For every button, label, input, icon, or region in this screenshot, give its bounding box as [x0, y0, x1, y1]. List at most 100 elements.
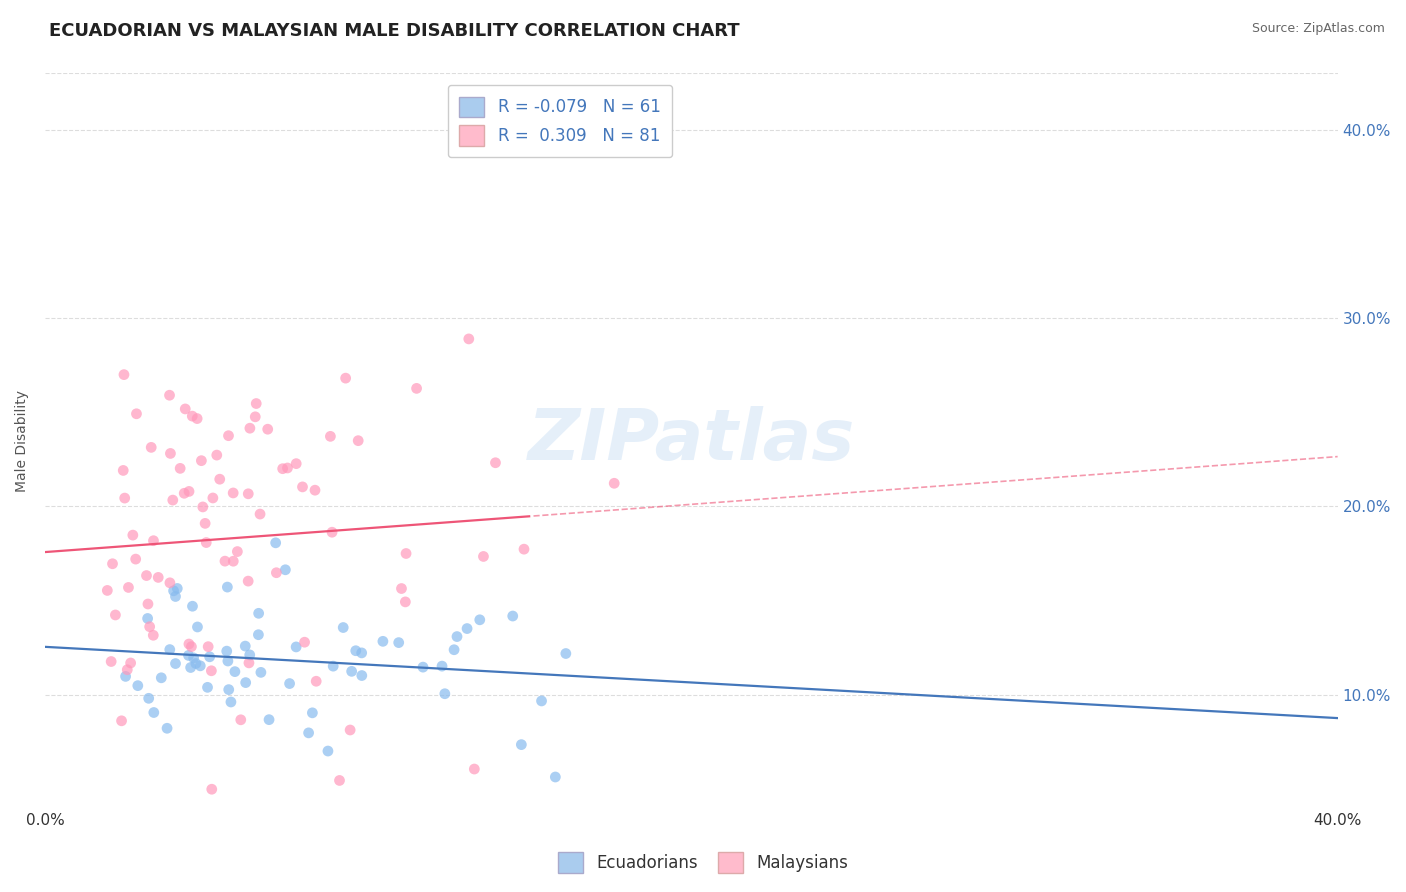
Point: [502, 609, 524, 624]
Point: [198, 649, 221, 664]
Point: [294, 635, 316, 649]
Point: [319, 429, 342, 443]
Point: [136, 611, 159, 625]
Point: [256, 422, 278, 436]
Point: [285, 457, 308, 471]
Point: [510, 738, 533, 752]
Point: [142, 628, 165, 642]
Point: [120, 656, 142, 670]
Point: [186, 411, 208, 425]
Point: [443, 642, 465, 657]
Point: [264, 536, 287, 550]
Point: [544, 770, 567, 784]
Point: [344, 644, 367, 658]
Y-axis label: Male Disability: Male Disability: [15, 390, 30, 491]
Point: [484, 456, 506, 470]
Point: [468, 613, 491, 627]
Point: [121, 528, 143, 542]
Point: [142, 533, 165, 548]
Point: [340, 665, 363, 679]
Point: [388, 635, 411, 649]
Point: [191, 500, 214, 514]
Point: [335, 371, 357, 385]
Legend: Ecuadorians, Malaysians: Ecuadorians, Malaysians: [551, 846, 855, 880]
Point: [350, 646, 373, 660]
Point: [235, 675, 257, 690]
Point: [446, 630, 468, 644]
Point: [148, 570, 170, 584]
Point: [219, 695, 242, 709]
Point: [142, 706, 165, 720]
Point: [188, 658, 211, 673]
Point: [430, 659, 453, 673]
Point: [245, 396, 267, 410]
Point: [197, 640, 219, 654]
Point: [156, 721, 179, 735]
Point: [194, 516, 217, 531]
Point: [214, 554, 236, 568]
Point: [238, 656, 260, 670]
Point: [201, 491, 224, 505]
Point: [266, 566, 288, 580]
Point: [217, 580, 239, 594]
Point: [321, 525, 343, 540]
Point: [554, 647, 576, 661]
Point: [350, 668, 373, 682]
Point: [513, 542, 536, 557]
Point: [456, 622, 478, 636]
Point: [181, 409, 204, 424]
Point: [276, 461, 298, 475]
Point: [186, 620, 208, 634]
Text: ECUADORIAN VS MALAYSIAN MALE DISABILITY CORRELATION CHART: ECUADORIAN VS MALAYSIAN MALE DISABILITY …: [49, 22, 740, 40]
Point: [316, 744, 339, 758]
Point: [125, 552, 148, 566]
Point: [200, 664, 222, 678]
Point: [226, 544, 249, 558]
Point: [238, 574, 260, 588]
Point: [177, 648, 200, 663]
Point: [347, 434, 370, 448]
Point: [395, 547, 418, 561]
Point: [391, 582, 413, 596]
Point: [305, 674, 328, 689]
Point: [169, 461, 191, 475]
Point: [135, 568, 157, 582]
Point: [96, 583, 118, 598]
Point: [112, 368, 135, 382]
Point: [257, 713, 280, 727]
Point: [101, 557, 124, 571]
Point: [472, 549, 495, 564]
Point: [239, 648, 262, 662]
Point: [371, 634, 394, 648]
Point: [159, 642, 181, 657]
Point: [457, 332, 479, 346]
Point: [215, 644, 238, 658]
Point: [166, 582, 188, 596]
Point: [117, 581, 139, 595]
Point: [224, 665, 246, 679]
Point: [136, 597, 159, 611]
Point: [181, 599, 204, 614]
Point: [162, 493, 184, 508]
Point: [301, 706, 323, 720]
Point: [405, 381, 427, 395]
Text: ZIPatlas: ZIPatlas: [527, 406, 855, 475]
Point: [114, 669, 136, 683]
Point: [222, 486, 245, 500]
Point: [159, 575, 181, 590]
Point: [100, 655, 122, 669]
Point: [412, 660, 434, 674]
Point: [304, 483, 326, 498]
Point: [332, 621, 354, 635]
Point: [339, 723, 361, 737]
Point: [201, 782, 224, 797]
Point: [165, 657, 187, 671]
Point: [180, 660, 202, 674]
Point: [247, 628, 270, 642]
Point: [250, 665, 273, 680]
Point: [127, 679, 149, 693]
Point: [110, 714, 132, 728]
Point: [180, 640, 202, 654]
Point: [278, 676, 301, 690]
Point: [125, 407, 148, 421]
